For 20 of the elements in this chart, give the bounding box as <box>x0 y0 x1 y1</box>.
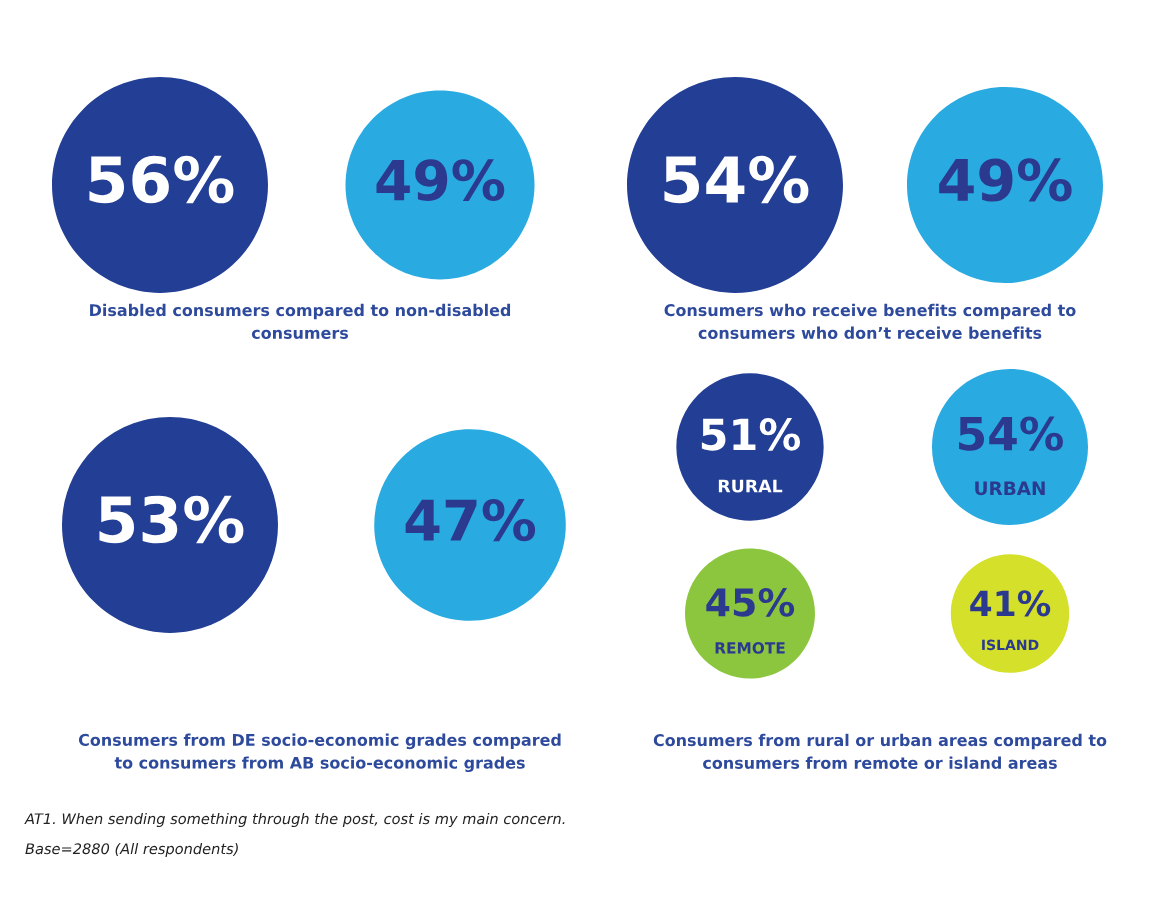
text: Disabled consumers compared to non-disabled consumers <box>90 303 511 339</box>
category-label: REMOTE <box>715 642 785 654</box>
data-label: 49% <box>939 158 1072 202</box>
category-label: RURAL <box>718 479 783 493</box>
data-label: 54% <box>959 416 1064 451</box>
data-label: 45% <box>706 588 795 617</box>
data-label: 41% <box>970 590 1051 617</box>
data-label: 54% <box>664 155 809 204</box>
data-label: 49% <box>376 159 505 201</box>
category-label: ISLAND <box>982 639 1039 651</box>
data-label: 51% <box>701 418 801 451</box>
text: Base=2880 (All respondents) <box>25 842 238 858</box>
text: Consumers from DE socio-economic grades compared to consumers from AB socio-economic grades <box>78 733 561 772</box>
text: AT1. When sending something through the post, cost is my main concern. <box>24 812 565 828</box>
category-label: URBAN <box>975 481 1045 496</box>
text: Consumers who receive benefits compared to consumers who don’t receive benefits <box>664 303 1076 339</box>
data-label: 56% <box>89 155 234 204</box>
text: Consumers from rural or urban areas compared to consumers from remote or island areas <box>653 733 1107 769</box>
data-label: 47% <box>405 498 536 542</box>
data-label: 53% <box>99 495 244 544</box>
